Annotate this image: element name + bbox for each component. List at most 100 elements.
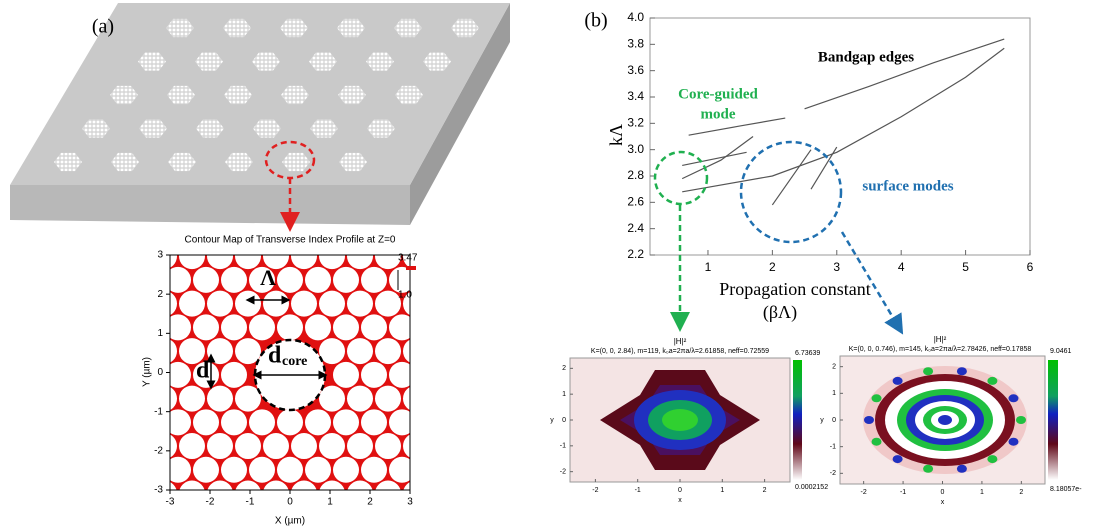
air-hole [277,267,303,293]
air-hole [165,314,191,340]
mode-lobe [893,377,903,385]
colorbar [793,360,802,480]
air-hole [193,504,219,529]
air-hole [333,457,359,483]
air-hole [431,433,457,459]
air-hole [375,338,401,364]
air-hole [179,386,205,412]
x-tick-label: -1 [246,497,255,508]
annotation: Bandgap edges [818,49,914,65]
air-hole [403,338,429,364]
air-hole [459,433,485,459]
air-hole [417,219,443,245]
air-hole [445,362,471,388]
air-hole [235,243,261,269]
air-hole [193,314,219,340]
air-hole [347,338,373,364]
air-hole [361,267,387,293]
x-tick-label: -2 [861,489,867,496]
y-tick-label: -1 [154,406,163,417]
air-hole [333,314,359,340]
y-label: kΛ [606,124,626,146]
air-hole [347,243,373,269]
air-hole [221,504,247,529]
x-tick-label: 2 [769,260,776,274]
air-hole [417,362,443,388]
y-tick-label: 2 [157,289,163,300]
air-hole [193,457,219,483]
y-tick-label: 2.6 [627,195,644,209]
air-hole [431,243,457,269]
air-hole [361,409,387,435]
air-hole [179,481,205,507]
air-hole [375,386,401,412]
air-hole [179,243,205,269]
colorbar-label: 0.0002152 [795,484,828,491]
air-hole [389,457,415,483]
core-sub: core [282,354,307,369]
field-title: |H|² [934,335,947,344]
air-hole [221,314,247,340]
air-hole [361,314,387,340]
y-tick-label: 1 [157,328,163,339]
y-tick-label: -1 [830,444,836,451]
air-hole [291,291,317,317]
air-hole [403,386,429,412]
air-hole [347,433,373,459]
field-header: K=(0, 0, 0.746), m=145, k₀a=2πa/λ=2.7842… [849,346,1032,353]
air-hole [291,481,317,507]
y-label: y [820,417,824,424]
y-tick-label: 2.4 [627,221,644,235]
y-tick-label: 3.4 [627,89,644,103]
air-hole [179,433,205,459]
x-tick-label: 1 [980,489,984,496]
x-tick-label: 0 [678,487,682,494]
air-hole [375,481,401,507]
air-hole [165,504,191,529]
annotation: Core-guided [678,86,758,102]
x-tick-label: -2 [592,487,598,494]
air-hole [319,433,345,459]
air-hole [333,504,359,529]
y-tick-label: 3 [157,250,163,261]
y-tick-label: 2 [832,364,836,371]
y-tick-label: 4.0 [627,10,644,24]
air-hole [417,504,443,529]
y-tick-label: 0 [832,417,836,424]
air-hole [291,433,317,459]
x-tick-label: 3 [407,497,413,508]
air-hole [389,409,415,435]
air-hole [445,219,471,245]
air-hole [137,457,163,483]
air-hole [361,457,387,483]
x-tick-label: 0 [287,497,293,508]
x-label: x [678,497,682,504]
mode-lobe [1016,416,1026,424]
x-tick-label: 3 [833,260,840,274]
air-hole [333,267,359,293]
air-hole [319,243,345,269]
air-hole [207,386,233,412]
air-hole [459,243,485,269]
air-hole [459,338,485,364]
air-hole [445,267,471,293]
air-hole [459,386,485,412]
panel-label: (a) [92,16,114,38]
mode-lobe [872,394,882,402]
air-hole [109,219,135,245]
field-header: K=(0, 0, 2.84), m=119, k₀a=2πa/λ=2.61858… [591,348,769,355]
air-hole [445,457,471,483]
air-hole [333,362,359,388]
colorbar-label: 3.47 [398,253,418,264]
air-hole [417,314,443,340]
air-hole [347,386,373,412]
air-hole [123,243,149,269]
x-label: x [941,499,945,506]
air-hole [109,409,135,435]
y-tick-label: -2 [154,445,163,456]
map-title: Contour Map of Transverse Index Profile … [185,235,396,246]
x-tick-label: 6 [1027,260,1034,274]
y-tick-label: -1 [560,443,566,450]
air-hole [123,291,149,317]
x-tick-label: -3 [166,497,175,508]
